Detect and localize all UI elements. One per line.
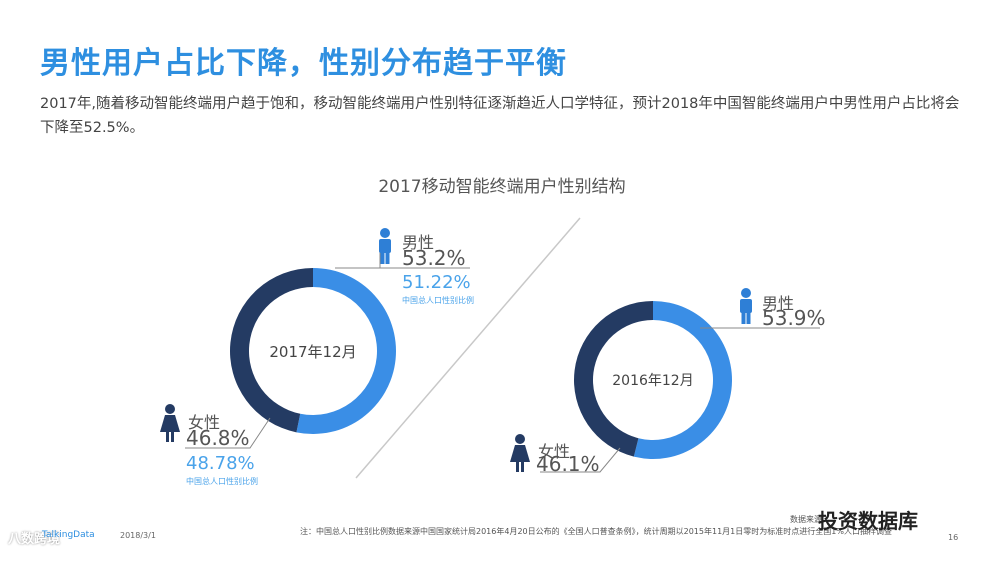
page-title: 男性用户占比下降，性别分布趋于平衡	[40, 46, 567, 81]
female-icon	[160, 404, 180, 442]
census-male-note: 中国总人口性别比例	[402, 296, 474, 305]
page-subtitle: 2017年,随着移动智能终端用户趋于饱和，移动智能终端用户性别特征逐渐趋近人口学…	[40, 96, 960, 136]
male-icon	[740, 288, 752, 324]
male-value-2017: 53.2%	[402, 246, 466, 270]
donut-2017-slice-female	[229, 268, 313, 433]
male-label-2016: 男性	[762, 294, 795, 313]
donut-2016-slice-male	[633, 301, 732, 459]
donut-2017	[229, 268, 396, 434]
female-value-2017: 46.8%	[186, 426, 250, 450]
footnote: 注：中国总人口性别比例数据来源中国国家统计局2016年4月20日公布的《全国人口…	[300, 527, 892, 536]
donut-2016-slice-female	[573, 301, 653, 457]
census-male-value: 51.22%	[402, 272, 471, 293]
male-value-2016: 53.9%	[762, 306, 826, 330]
leader-line-female-2016	[540, 447, 621, 473]
donut-center-label-2016: 2016年12月	[612, 373, 693, 389]
census-female-value: 48.78%	[186, 453, 255, 474]
brand-logo: TalkingData	[42, 530, 95, 540]
donut-2017-slice-male	[296, 268, 396, 434]
footer-date: 2018/3/1	[120, 531, 156, 540]
female-label-2017: 女性	[188, 413, 221, 432]
male-label-2017: 男性	[402, 233, 435, 252]
divider-line	[355, 217, 581, 479]
female-label-2016: 女性	[538, 442, 571, 461]
census-female-note: 中国总人口性别比例	[186, 477, 258, 486]
donut-2016	[573, 301, 732, 459]
male-icon	[379, 228, 391, 264]
female-value-2016: 46.1%	[536, 452, 600, 476]
source-label: 数据来源	[790, 515, 822, 524]
donut-center-label-2017: 2017年12月	[269, 343, 356, 361]
leader-line-male-2017	[335, 252, 381, 269]
leader-line-female-2017	[185, 417, 271, 449]
page-number: 16	[948, 533, 959, 542]
chart-title: 2017移动智能终端用户性别结构	[378, 177, 626, 197]
corner-brand: 八数跨境	[8, 532, 61, 547]
watermark: 投资数据库	[818, 509, 918, 533]
female-icon	[510, 434, 530, 472]
